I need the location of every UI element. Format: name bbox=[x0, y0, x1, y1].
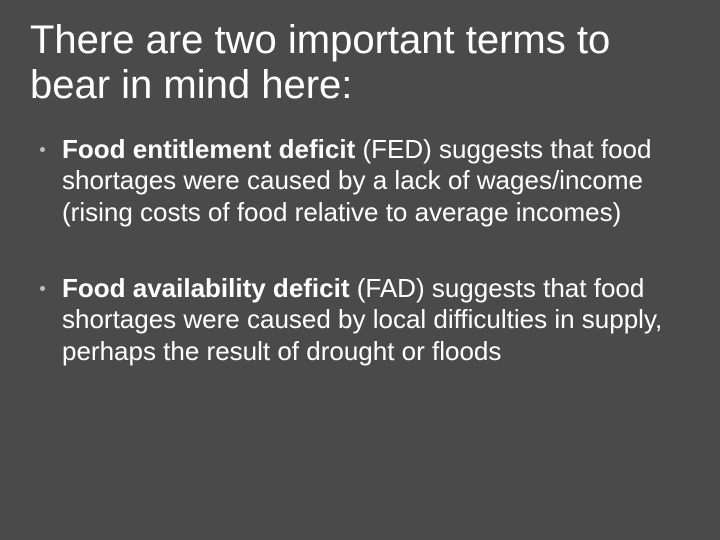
bullet-bold-lead: Food availability deficit bbox=[62, 273, 357, 303]
list-item: Food entitlement deficit (FED) suggests … bbox=[56, 134, 682, 229]
bullet-list: Food entitlement deficit (FED) suggests … bbox=[38, 134, 682, 368]
bullet-bold-lead: Food entitlement deficit bbox=[62, 134, 362, 164]
slide-title: There are two important terms to bear in… bbox=[30, 18, 682, 108]
list-item: Food availability deficit (FAD) suggests… bbox=[56, 273, 682, 368]
